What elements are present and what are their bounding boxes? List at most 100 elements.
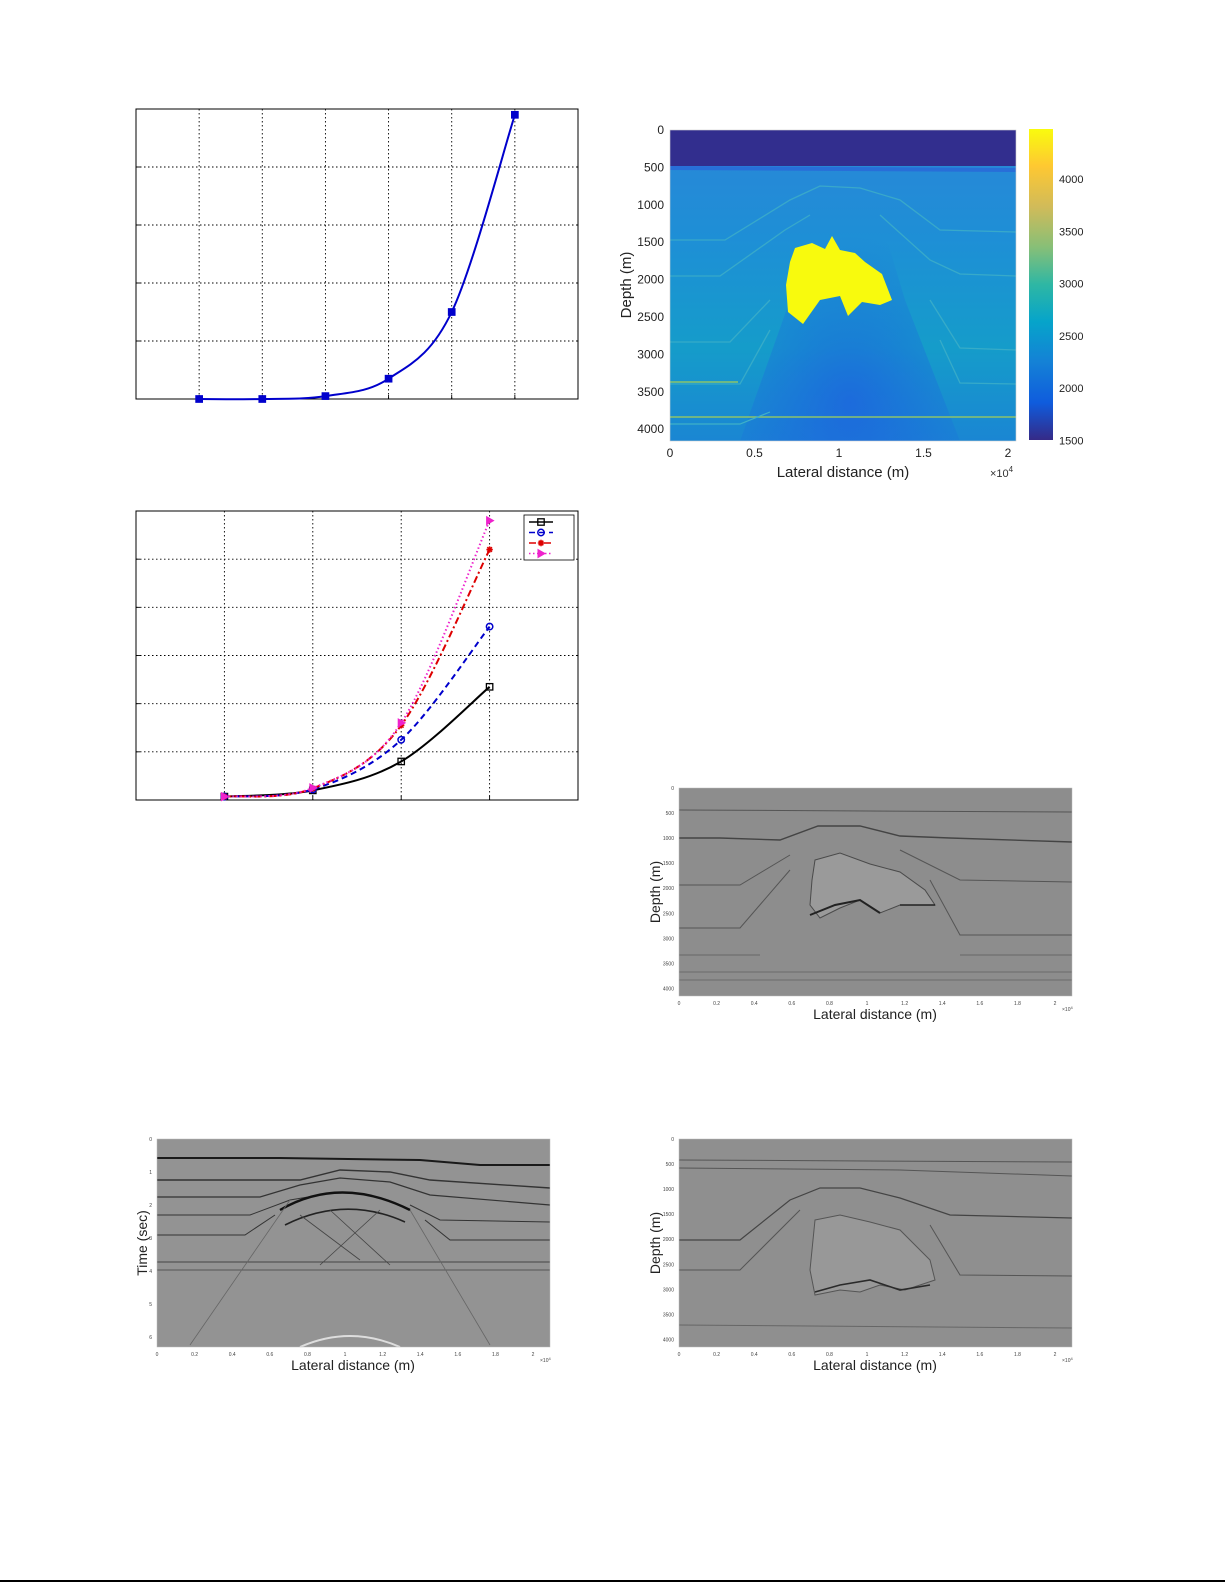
- legend-marker: [537, 539, 545, 547]
- data-point: [486, 546, 493, 553]
- legend-marker: [537, 528, 545, 537]
- figure-line-chart-a: [0, 0, 600, 430]
- y-tick-label: 2500: [663, 1262, 674, 1268]
- x-tick-label: 0.8: [826, 1352, 833, 1358]
- colorbar-tick-label: 2500: [1059, 331, 1083, 343]
- y-tick-label: 2000: [637, 273, 664, 287]
- chart-b-svg: [135, 510, 579, 802]
- x-tick-label: 2: [532, 1352, 535, 1358]
- x-tick-label: 1.4: [939, 1352, 946, 1358]
- seismic-x-multiplier: ×104: [540, 1356, 551, 1364]
- data-point: [397, 718, 407, 728]
- figure-line-chart-b: [0, 0, 600, 820]
- legend: [523, 514, 575, 561]
- y-tick-label: 5: [149, 1302, 152, 1308]
- x-tick-label: 1.4: [417, 1352, 424, 1358]
- data-point: [384, 374, 393, 383]
- colorbar: [1029, 129, 1053, 440]
- migrated-image-1-svg: 0 500 1000 1500 2000 2500 3000 3500 4000 0 0.2 0.4…: [647, 786, 1073, 1022]
- x-tick-label: 1.2: [379, 1352, 386, 1358]
- x-tick-label: 1: [836, 446, 843, 460]
- x-tick-label: 0.4: [751, 1352, 758, 1358]
- y-tick-label: 1000: [637, 198, 664, 212]
- colorbar-tick-label: 4000: [1059, 174, 1083, 186]
- data-point: [258, 395, 267, 403]
- x-tick-label: 0.2: [191, 1352, 198, 1358]
- y-tick-label: 4000: [637, 422, 664, 436]
- x-tick-label: 2: [1054, 1001, 1057, 1007]
- legend-marker: [537, 548, 547, 559]
- y-tick-label: 1500: [663, 861, 674, 867]
- velocity-x-multiplier: ×104: [990, 465, 1014, 480]
- x-tick-label: 1.2: [901, 1001, 908, 1007]
- data-point: [397, 735, 406, 744]
- data-point: [309, 783, 318, 793]
- figure-migrated-image-1: 0 500 1000 1500 2000 2500 3000 3500 4000 0 0.2 0.4…: [647, 786, 1073, 1022]
- y-tick-label: 0: [657, 123, 664, 137]
- x-tick-label: 1.4: [939, 1001, 946, 1007]
- y-tick-label: 1000: [663, 836, 674, 842]
- x-tick-label: 0.6: [788, 1352, 795, 1358]
- data-point: [321, 392, 330, 400]
- x-tick-label: 1: [866, 1001, 869, 1007]
- image-2-xlabel: Lateral distance (m): [813, 1357, 937, 1373]
- legend-marker: [537, 518, 545, 526]
- plot-frame: [135, 510, 579, 801]
- y-tick-label: 3000: [663, 936, 674, 942]
- y-tick-label: 0: [149, 1137, 152, 1143]
- figure-migrated-image-2: 0 500 1000 1500 2000 2500 3000 3500 4000 0 0.2 0.4…: [647, 1137, 1073, 1373]
- x-tick-label: 0.8: [304, 1352, 311, 1358]
- x-tick-label: 1: [866, 1352, 869, 1358]
- colorbar-tick-label: 1500: [1059, 436, 1083, 448]
- y-tick-label: 1500: [637, 235, 664, 249]
- x-tick-label: 1.6: [454, 1352, 461, 1358]
- data-point: [195, 395, 203, 403]
- data-point: [511, 110, 519, 119]
- x-tick-label: 1.2: [901, 1352, 908, 1358]
- x-tick-label: 0.2: [713, 1352, 720, 1358]
- y-tick-label: 1500: [663, 1212, 674, 1218]
- x-tick-label: 0: [678, 1001, 681, 1007]
- seismic-ylabel: Time (sec): [134, 1210, 150, 1276]
- image-2-ylabel: Depth (m): [647, 1212, 663, 1274]
- y-tick-label: 2000: [663, 886, 674, 892]
- colorbar-tick-label: 2000: [1059, 383, 1083, 395]
- data-point: [486, 515, 495, 526]
- y-tick-label: 3000: [637, 347, 664, 361]
- x-tick-label: 1: [344, 1352, 347, 1358]
- x-tick-label: 0.6: [788, 1001, 795, 1007]
- image-1-x-multiplier: ×104: [1062, 1005, 1073, 1013]
- x-tick-label: 2: [1054, 1352, 1057, 1358]
- series-1: [195, 110, 519, 403]
- seismic-xlabel: Lateral distance (m): [291, 1357, 415, 1373]
- x-tick-label: 1.8: [1014, 1352, 1021, 1358]
- x-tick-label: 0.5: [746, 446, 763, 460]
- data-point: [485, 682, 494, 691]
- y-tick-label: 500: [644, 160, 664, 174]
- y-tick-label: 2: [149, 1203, 152, 1209]
- x-tick-label: 1.8: [492, 1352, 499, 1358]
- x-tick-label: 1.6: [976, 1001, 983, 1007]
- chart-a-svg: [135, 108, 579, 403]
- x-tick-label: 1.6: [976, 1352, 983, 1358]
- seismic-section-svg: 0 1 2 3 4 5 6 0 0.2 0.4 0.6 0.8 1 1.2 1.4 1.6 1.8 2 Late…: [134, 1137, 551, 1373]
- x-tick-label: 0: [156, 1352, 159, 1358]
- y-tick-label: 500: [666, 811, 675, 817]
- image-1-ylabel: Depth (m): [647, 861, 663, 923]
- y-tick-label: 4: [149, 1269, 152, 1275]
- y-tick-label: 2500: [637, 310, 664, 324]
- y-tick-label: 0: [671, 786, 674, 792]
- image-2-x-multiplier: ×104: [1062, 1356, 1073, 1364]
- image-1-xlabel: Lateral distance (m): [813, 1006, 937, 1022]
- x-tick-label: 0.2: [713, 1001, 720, 1007]
- x-tick-label: 2: [1005, 446, 1012, 460]
- y-tick-label: 3000: [663, 1287, 674, 1293]
- x-tick-label: 1.8: [1014, 1001, 1021, 1007]
- series-4: [220, 515, 495, 802]
- y-tick-label: 1: [149, 1170, 152, 1176]
- velocity-ylabel: Depth (m): [618, 252, 635, 319]
- x-tick-label: 0.4: [229, 1352, 236, 1358]
- footer-rule: [0, 1580, 1225, 1582]
- y-tick-label: 4000: [663, 986, 674, 992]
- migrated-image-2-svg: 0 500 1000 1500 2000 2500 3000 3500 4000 0 0.2 0.4…: [647, 1137, 1073, 1373]
